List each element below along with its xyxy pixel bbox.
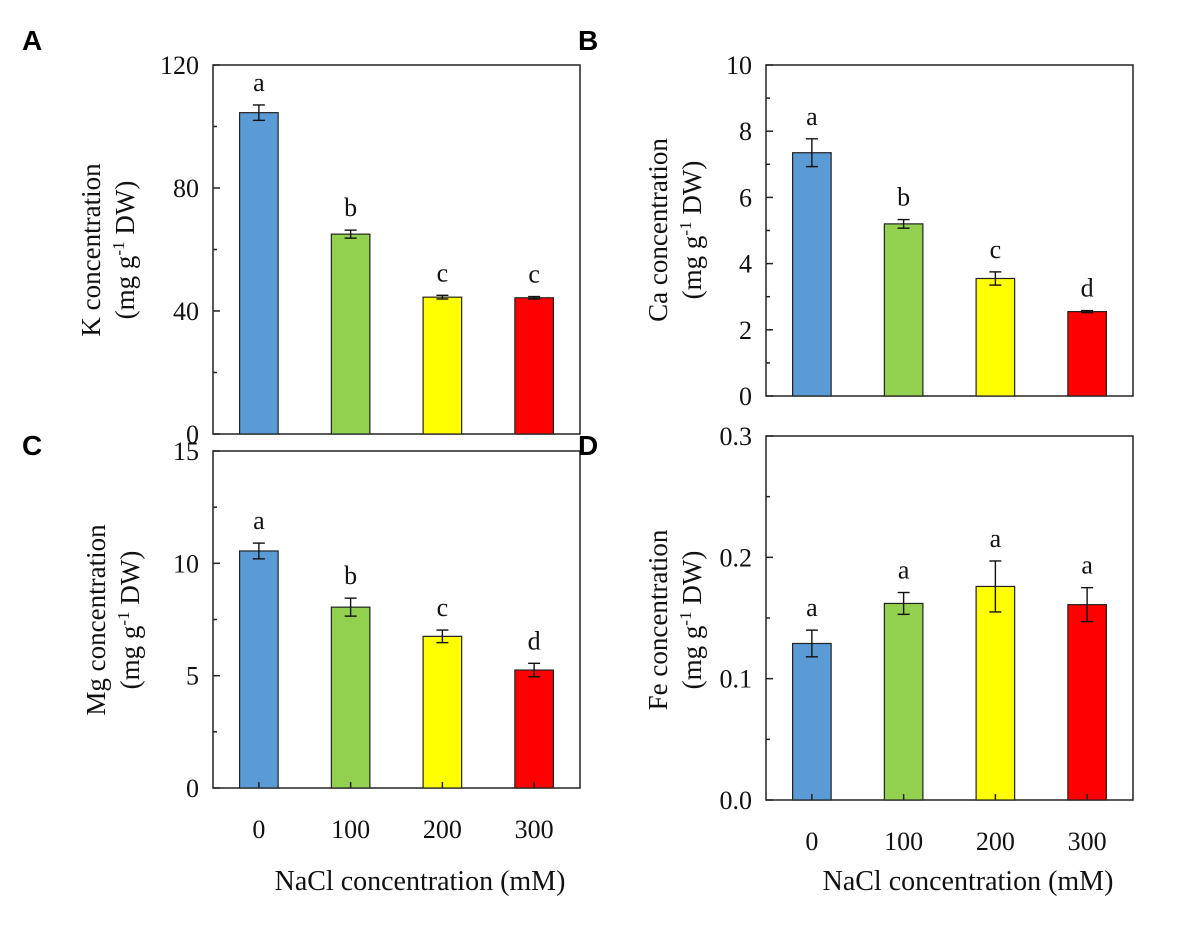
y-axis-label-line2: (mg g: [677, 236, 707, 300]
bar-0: [792, 642, 832, 801]
x-tick-label: 200: [423, 815, 462, 844]
y-tick-label: 0: [186, 420, 199, 449]
y-tick-label: 10: [173, 549, 199, 578]
significance-letter: b: [897, 183, 910, 212]
y-tick-label: 8: [739, 117, 752, 146]
x-tick-label: 200: [976, 827, 1015, 856]
y-tick-label: 5: [186, 662, 199, 691]
significance-letter: b: [344, 193, 357, 222]
bar-200: [975, 277, 1016, 397]
y-tick-label: 120: [160, 51, 199, 80]
y-axis-label-units: DW): [677, 161, 707, 222]
panel-letter: C: [22, 430, 42, 461]
significance-letter: c: [437, 593, 449, 622]
significance-letter: a: [1081, 551, 1093, 580]
y-tick-label: 0: [186, 774, 199, 803]
significance-letter: d: [528, 626, 541, 655]
y-axis-label-units: DW): [110, 181, 140, 242]
significance-letter: b: [344, 561, 357, 590]
y-tick-label: 2: [739, 316, 752, 345]
significance-letter: a: [806, 593, 818, 622]
bar-0: [239, 550, 279, 789]
y-axis-label-line1: Ca concentration: [643, 138, 673, 322]
x-tick-label: 0: [252, 815, 265, 844]
y-axis-label: Ca concentration (mg g-1 DW): [643, 138, 707, 322]
y-axis-label-superscript: -1: [676, 221, 695, 235]
y-axis-label-line2: (mg g: [115, 626, 145, 690]
significance-letter: c: [528, 260, 540, 289]
y-axis-label-line1: Mg concentration: [81, 524, 111, 716]
y-tick-label: 0.1: [720, 665, 753, 694]
y-tick-label: 80: [173, 174, 199, 203]
bar-0: [239, 112, 279, 435]
bar-200: [975, 585, 1016, 801]
bar-300: [1067, 604, 1107, 801]
x-tick-label: 300: [1068, 827, 1107, 856]
y-tick-label: 40: [173, 297, 199, 326]
y-tick-label: 10: [726, 51, 752, 80]
panel-c: C 0 5 10 15 a 0 b 100 c 200 d 300 Mg concentration (mg…: [22, 430, 581, 897]
panel-d: D 0.0 0.1 0.2 0.3 a 0 a 100 a 200 a 300 Fe concentrat…: [578, 422, 1134, 897]
y-axis-label-superscript: -1: [114, 611, 133, 625]
x-tick-label: 100: [884, 827, 923, 856]
panel-a: A 0 40 80 120 a b c c K concentration (mg g-1 DW): [22, 25, 581, 449]
y-tick-label: 0: [739, 382, 752, 411]
y-tick-label: 4: [739, 250, 752, 279]
y-axis-label-line1: K concentration: [76, 163, 106, 337]
panel-b: B 0 2 4 6 8 10 a b c d Ca concentration (mg g-1 DW): [578, 25, 1134, 411]
bar-100: [883, 223, 924, 397]
y-tick-label: 0.2: [720, 543, 753, 572]
x-axis-label: NaCl concentration (mM): [275, 866, 566, 897]
bar-100: [883, 602, 924, 801]
panel-letter: A: [22, 25, 42, 56]
panel-letter: B: [578, 25, 598, 56]
y-axis-label-units: DW): [115, 551, 145, 612]
y-axis-label-line1: Fe concentration: [643, 529, 673, 710]
y-tick-label: 0.0: [720, 786, 753, 815]
bar-200: [422, 296, 463, 435]
significance-letter: a: [253, 68, 265, 97]
bar-200: [422, 635, 463, 789]
y-axis-label: Fe concentration (mg g-1 DW): [643, 529, 707, 710]
significance-letter: c: [990, 235, 1002, 264]
significance-letter: c: [437, 258, 449, 287]
x-axis-label: NaCl concentration (mM): [823, 866, 1114, 897]
panel-letter: D: [578, 430, 598, 461]
bar-300: [514, 669, 554, 789]
y-axis-label: Mg concentration (mg g-1 DW): [81, 524, 145, 716]
significance-letter: a: [898, 556, 910, 585]
y-axis-label-superscript: -1: [676, 611, 695, 625]
y-axis-label: K concentration (mg g-1 DW): [76, 163, 140, 337]
significance-letter: d: [1081, 274, 1094, 303]
x-tick-label: 100: [331, 815, 370, 844]
bar-0: [792, 152, 832, 397]
significance-letter: a: [990, 524, 1002, 553]
x-tick-label: 300: [515, 815, 554, 844]
y-axis-label-line2: (mg g: [110, 256, 140, 320]
y-axis-label-line2: (mg g: [677, 626, 707, 690]
y-tick-label: 15: [173, 437, 199, 466]
y-axis-label-superscript: -1: [109, 241, 128, 255]
y-tick-label: 6: [739, 183, 752, 212]
bar-100: [330, 606, 371, 789]
y-tick-label: 0.3: [720, 422, 753, 451]
bar-300: [1067, 310, 1107, 397]
x-tick-label: 0: [805, 827, 818, 856]
significance-letter: a: [806, 102, 818, 131]
bar-100: [330, 233, 371, 435]
significance-letter: a: [253, 506, 265, 535]
y-axis-label-units: DW): [677, 551, 707, 612]
bar-300: [514, 297, 554, 435]
